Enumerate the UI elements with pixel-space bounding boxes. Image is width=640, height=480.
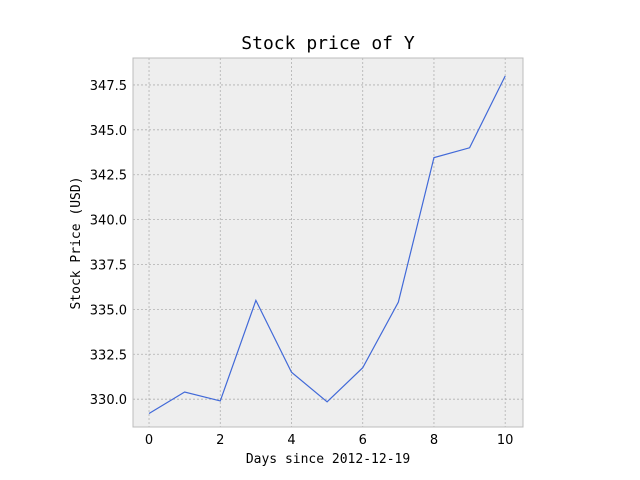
y-tick-label: 330.0 <box>90 393 127 408</box>
y-tick-label: 340.0 <box>90 214 127 229</box>
x-tick-label: 2 <box>216 433 224 448</box>
y-tick-label: 345.0 <box>90 124 127 139</box>
y-tick-label: 332.5 <box>90 348 127 363</box>
x-tick-label: 0 <box>145 433 153 448</box>
grid-lines <box>133 58 523 427</box>
x-axis-ticks: 0 2 4 6 8 10 <box>145 433 514 448</box>
x-tick-label: 8 <box>430 433 438 448</box>
series-line <box>148 75 506 415</box>
y-tick-label: 337.5 <box>90 258 127 273</box>
y-tick-label: 347.5 <box>90 79 127 94</box>
plot-frame <box>132 57 524 428</box>
y-axis-label: Stock Price (USD) <box>69 176 84 309</box>
x-tick-label: 6 <box>359 433 367 448</box>
plot-area <box>133 58 523 427</box>
x-axis-label: Days since 2012-12-19 <box>246 452 410 467</box>
x-tick-label: 10 <box>497 433 514 448</box>
chart-title: Stock price of Y <box>241 33 415 54</box>
x-tick-label: 4 <box>287 433 295 448</box>
series-group <box>148 75 506 415</box>
y-tick-label: 335.0 <box>90 303 127 318</box>
y-axis-ticks: 330.0 332.5 335.0 337.5 340.0 342.5 345.0 347.5 <box>90 79 127 408</box>
y-tick-label: 342.5 <box>90 169 127 184</box>
